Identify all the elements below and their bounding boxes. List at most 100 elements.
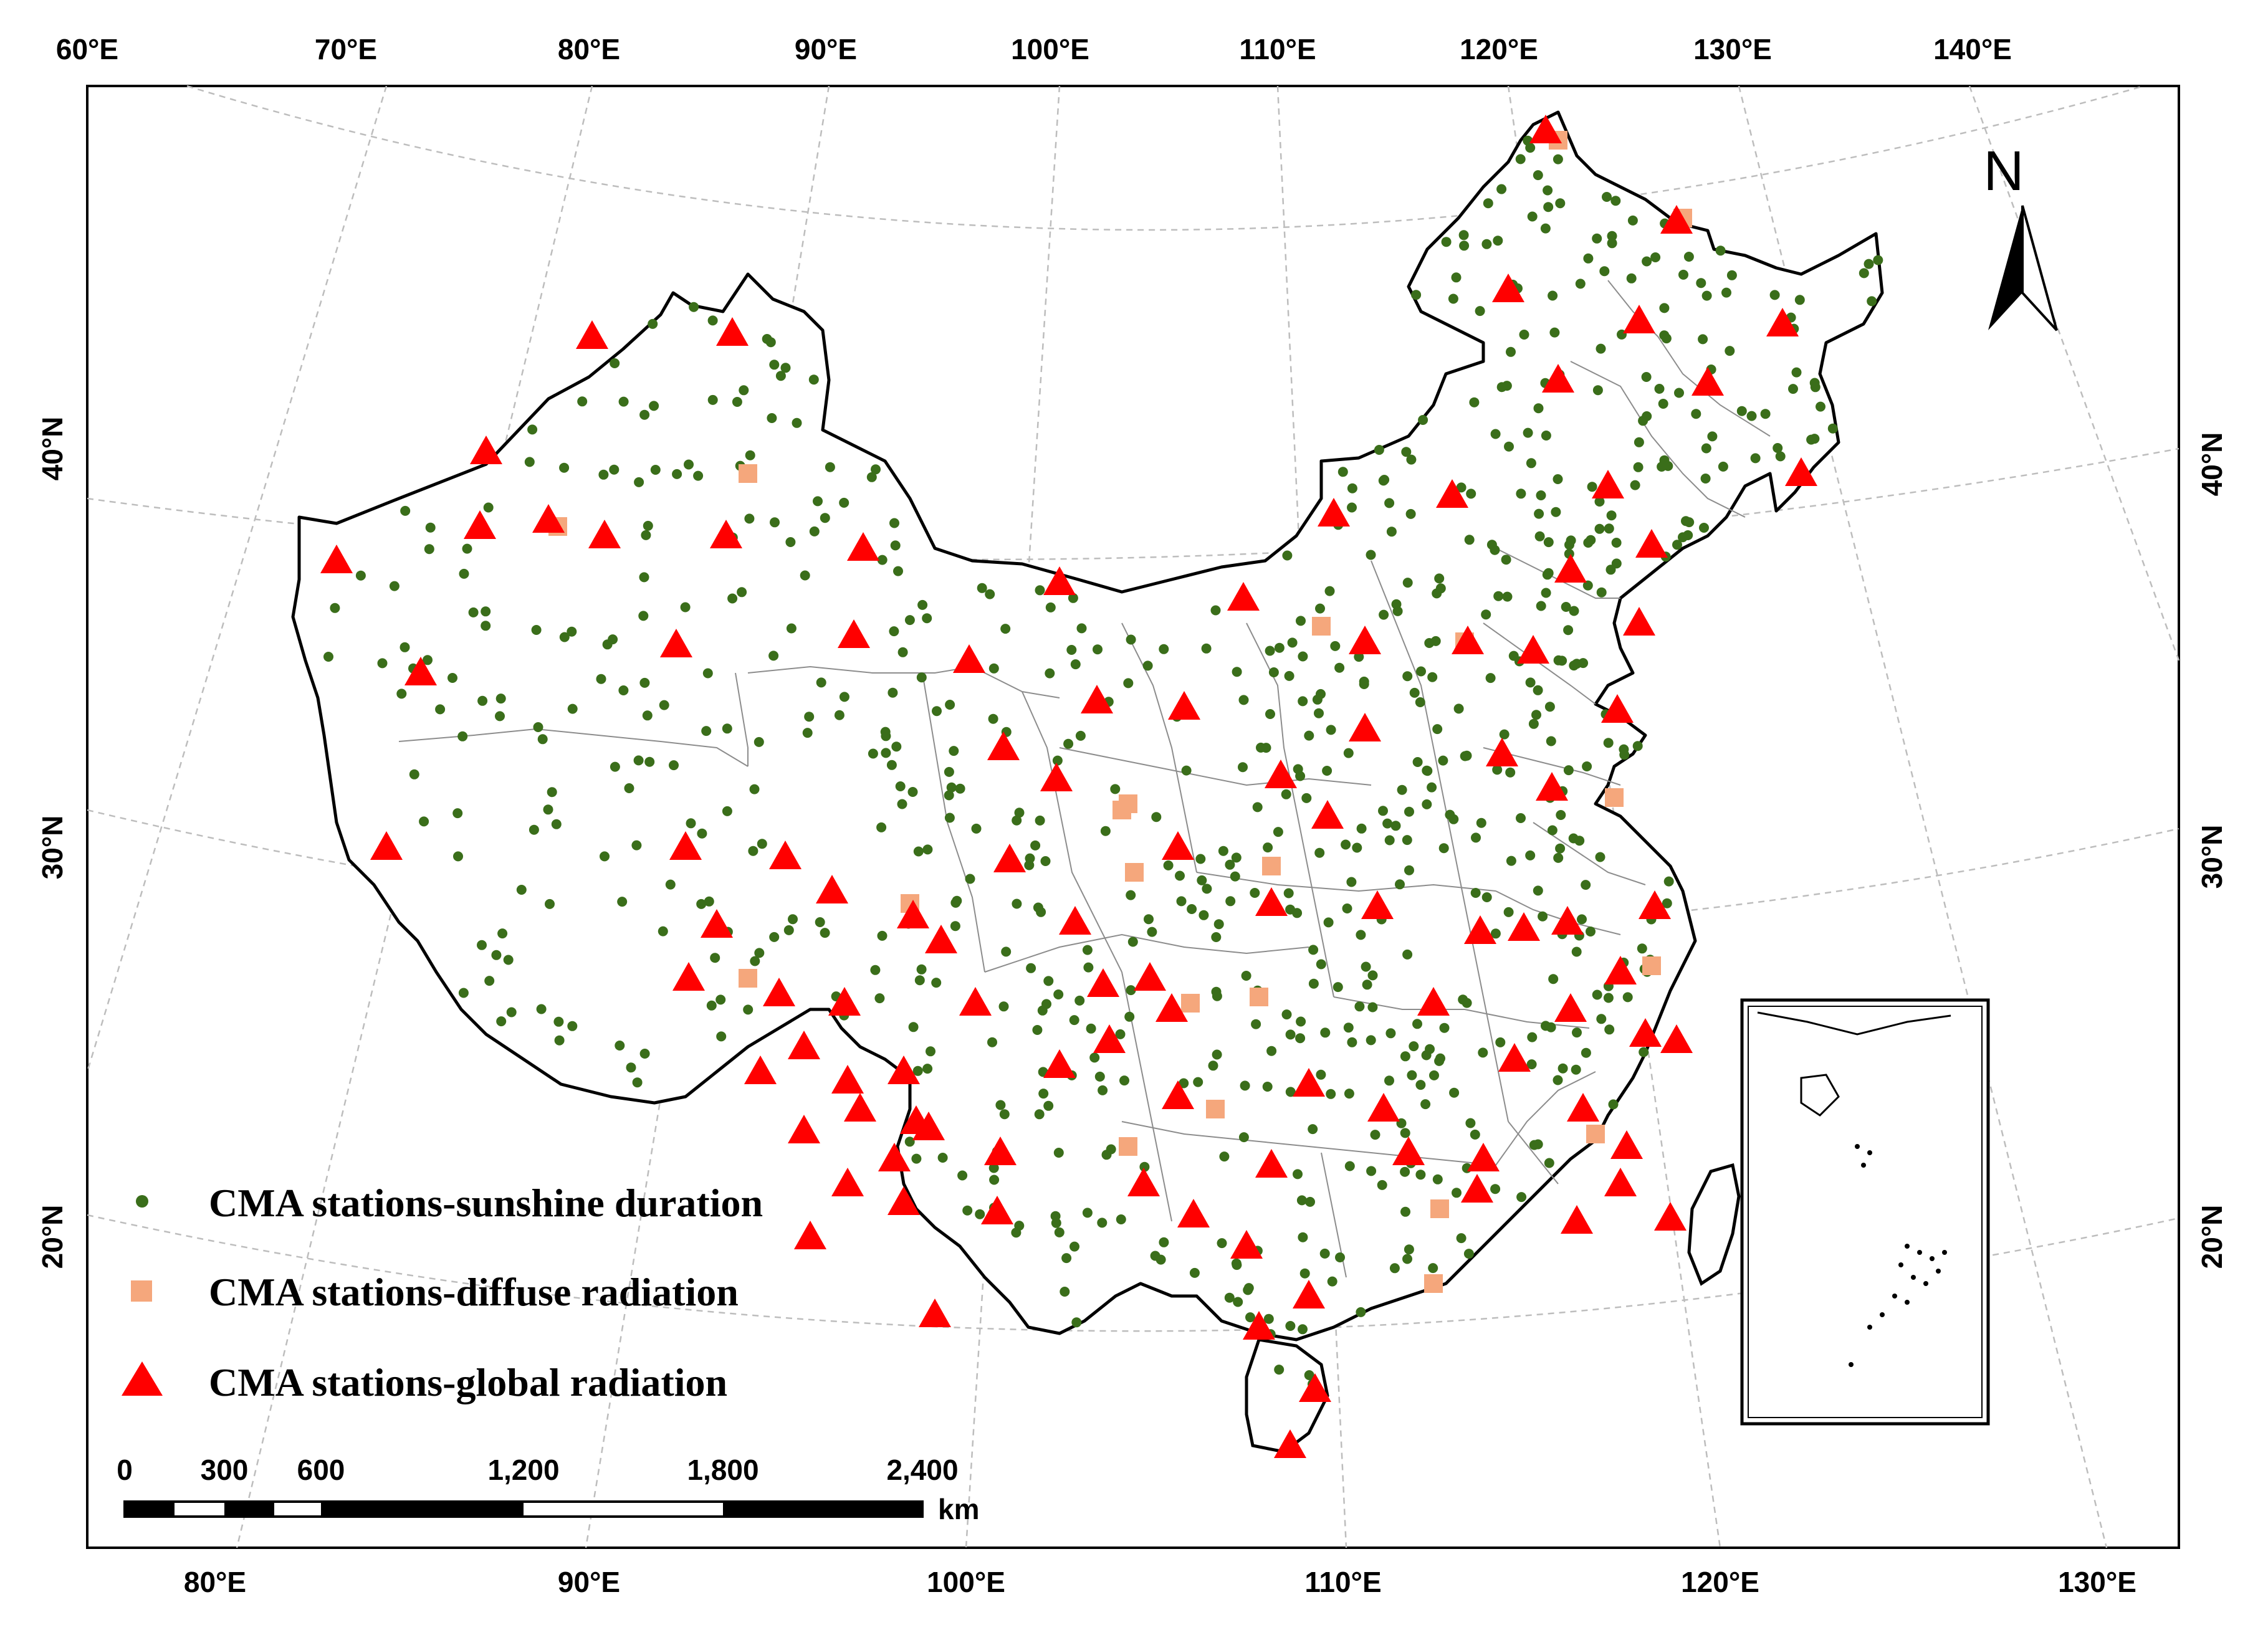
sunshine-station-marker	[1384, 1075, 1394, 1086]
sunshine-station-marker	[1485, 673, 1496, 684]
sunshine-station-marker	[1429, 1070, 1439, 1080]
sunshine-station-marker	[710, 953, 720, 963]
global-station-marker	[370, 831, 403, 860]
sunshine-station-marker	[618, 685, 629, 695]
sunshine-station-marker	[912, 1065, 923, 1076]
sunshine-station-marker	[1610, 196, 1621, 206]
sunshine-station-marker	[1583, 538, 1594, 548]
sunshine-station-marker	[1026, 963, 1036, 973]
sunshine-station-marker	[665, 879, 676, 890]
global-station-marker	[1635, 529, 1668, 558]
sunshine-station-marker	[1867, 296, 1877, 307]
sunshine-station-marker	[765, 337, 776, 348]
sunshine-station-marker	[1483, 198, 1493, 209]
sunshine-station-marker	[1538, 911, 1548, 922]
sunshine-station-marker	[950, 921, 960, 932]
sunshine-station-marker	[567, 703, 578, 714]
sunshine-station-marker	[1476, 817, 1486, 828]
sunshine-station-marker	[1409, 687, 1420, 698]
sunshine-station-marker	[1555, 843, 1566, 854]
sunshine-station-marker	[1240, 1080, 1250, 1091]
sunshine-station-marker	[1326, 1089, 1336, 1099]
sunshine-station-marker	[1449, 1087, 1460, 1098]
sunshine-station-marker	[1400, 1128, 1410, 1138]
sunshine-station-marker	[1809, 434, 1820, 444]
sunshine-station-marker	[1432, 588, 1442, 599]
top-lon-label: 140°E	[1933, 33, 2012, 65]
sunshine-station-marker	[1534, 531, 1545, 541]
sunshine-station-marker	[1773, 443, 1783, 453]
sunshine-station-marker	[1448, 293, 1458, 304]
sunshine-station-marker	[396, 689, 407, 699]
sunshine-station-marker	[1342, 903, 1352, 913]
global-station-marker	[1601, 694, 1634, 723]
diffuse-station-marker	[1206, 1100, 1225, 1118]
right-lat-label: 30°N	[2196, 825, 2228, 889]
sunshine-station-marker	[1211, 932, 1222, 942]
sunshine-station-marker	[975, 1209, 985, 1219]
sunshine-station-marker	[1519, 330, 1529, 340]
sunshine-station-marker	[1527, 1032, 1538, 1042]
sunshine-station-marker	[1599, 266, 1610, 277]
sunshine-station-marker	[1691, 409, 1701, 419]
sunshine-station-marker	[1557, 655, 1567, 666]
global-station-marker	[1467, 1143, 1500, 1171]
global-station-marker	[470, 436, 502, 464]
sunshine-station-marker	[1354, 1001, 1365, 1012]
sunshine-station-marker	[634, 477, 644, 487]
bottom-lon-label: 110°E	[1304, 1566, 1381, 1598]
sunshine-station-marker	[1726, 270, 1737, 280]
sunshine-station-marker	[1231, 1258, 1242, 1269]
global-station-marker	[1293, 1280, 1325, 1308]
global-station-marker	[716, 317, 749, 346]
sunshine-station-marker	[598, 469, 609, 480]
sunshine-station-marker	[1569, 660, 1579, 671]
sunshine-station-marker	[897, 647, 908, 657]
sunshine-station-marker	[1501, 381, 1512, 391]
sunshine-station-marker	[1409, 1041, 1419, 1052]
sunshine-station-marker	[684, 459, 694, 470]
sunshine-station-marker	[1232, 667, 1242, 677]
sunshine-station-marker	[447, 673, 457, 683]
sunshine-station-marker	[1542, 570, 1553, 580]
sunshine-station-marker	[987, 1037, 997, 1047]
global-station-marker	[1311, 800, 1344, 829]
sunshine-station-marker	[1139, 1161, 1150, 1172]
sunshine-station-marker	[926, 1046, 935, 1057]
sunshine-station-marker	[707, 394, 718, 405]
sunshine-station-marker	[1231, 852, 1242, 863]
diffuse-station-marker	[1605, 788, 1624, 807]
global-station-marker	[1551, 906, 1584, 935]
sunshine-station-marker	[1561, 602, 1571, 612]
sunshine-station-marker	[1370, 1130, 1380, 1140]
sunshine-station-marker	[916, 672, 927, 683]
sunshine-station-marker	[876, 822, 887, 832]
sunshine-station-marker	[1508, 651, 1519, 661]
global-station-marker	[763, 978, 795, 1006]
sunshine-station-marker	[1285, 1321, 1296, 1331]
sunshine-station-marker	[669, 760, 679, 771]
sunshine-station-marker	[999, 1109, 1010, 1120]
sunshine-station-marker	[1696, 278, 1706, 288]
sunshine-station-marker	[944, 813, 955, 823]
top-lon-label: 100°E	[1011, 33, 1089, 65]
global-station-marker	[1536, 772, 1568, 801]
sunshine-station-marker	[1268, 667, 1279, 677]
global-station-marker	[320, 545, 353, 573]
sunshine-station-marker	[1285, 1087, 1296, 1097]
sunshine-station-marker	[1458, 230, 1469, 241]
sunshine-station-marker	[1319, 1248, 1330, 1259]
legend-label-global: CMA stations-global radiation	[209, 1360, 727, 1404]
sunshine-station-marker	[642, 710, 653, 721]
sunshine-station-marker	[1189, 1267, 1200, 1278]
sunshine-station-marker	[1076, 623, 1087, 634]
sunshine-station-marker	[1453, 703, 1464, 714]
north-label: N	[1984, 140, 2024, 203]
sunshine-station-marker	[1428, 1263, 1438, 1274]
sunshine-station-marker	[543, 804, 553, 815]
sunshine-station-marker	[624, 783, 634, 793]
sunshine-station-marker	[1607, 238, 1617, 249]
sunshine-station-marker	[1000, 624, 1011, 634]
sunshine-station-marker	[1412, 1019, 1422, 1029]
sunshine-station-marker	[932, 706, 942, 717]
